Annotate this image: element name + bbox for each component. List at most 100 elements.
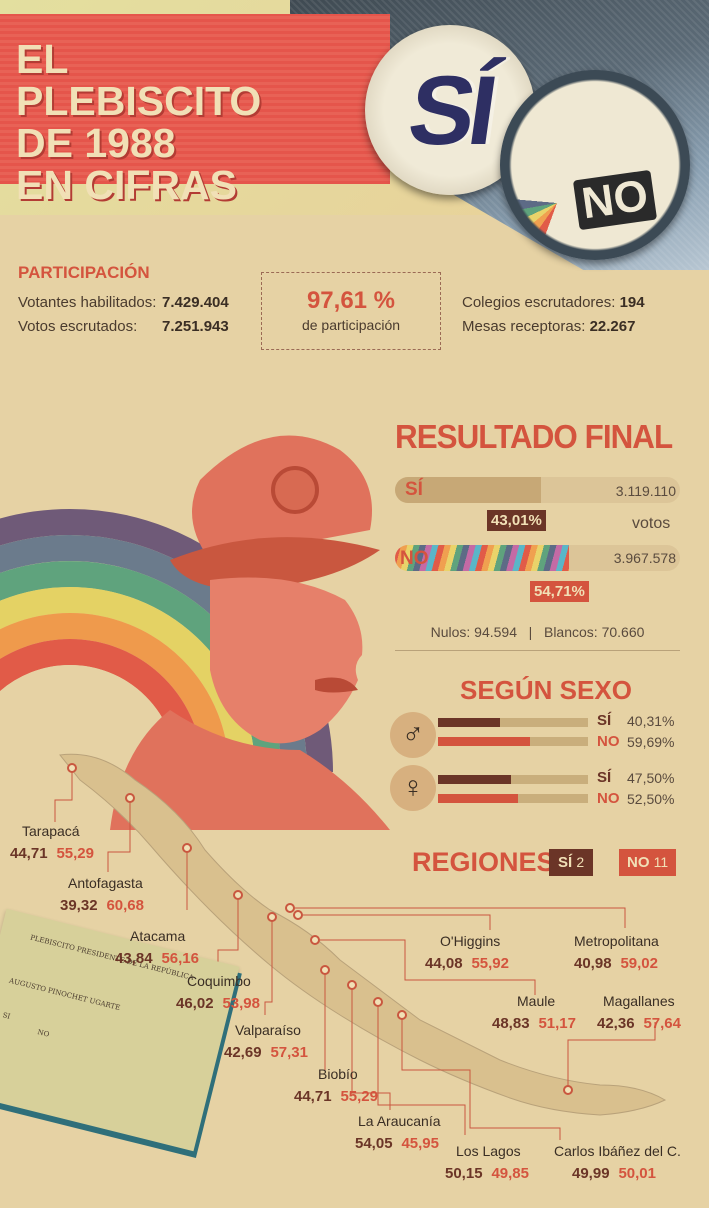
region-no-araucania: 45,95 <box>401 1135 439 1152</box>
region-si-tarapaca: 44,71 <box>10 845 48 862</box>
female-no-fill <box>438 794 518 803</box>
region-si-coquimbo: 46,02 <box>176 995 214 1012</box>
cap-visor <box>170 537 380 590</box>
uniform <box>110 710 390 830</box>
region-si-biobio: 44,71 <box>294 1088 332 1105</box>
votos-value: 7.251.943 <box>162 318 229 335</box>
blancos-value: 70.660 <box>601 624 645 640</box>
region-si-antofagasta: 39,32 <box>60 897 98 914</box>
region-values-metropolitana: 40,98 59,02 <box>574 955 658 973</box>
marker-valparaiso <box>267 912 277 922</box>
regions-no-label: NO <box>627 854 650 871</box>
female-si-percent: 47,50% <box>627 770 675 786</box>
regions-no-tag: NO 11 <box>619 849 677 876</box>
region-no-antofagasta: 60,68 <box>106 897 144 914</box>
region-name-araucania: La Araucanía <box>358 1113 441 1129</box>
title-line-3: EN CIFRAS <box>16 162 237 208</box>
marker-loslagos <box>373 997 383 1007</box>
male-si-track <box>438 718 588 727</box>
region-si-metropolitana: 40,98 <box>574 955 612 972</box>
male-si-fill <box>438 718 500 727</box>
regions-si-tag: SÍ 2 <box>549 849 594 876</box>
region-values-loslagos: 50,15 49,85 <box>445 1165 529 1183</box>
no-percent-tag: 54,71% <box>530 581 589 602</box>
no-bar-fill <box>395 545 569 571</box>
portrait-illustration <box>110 435 390 830</box>
region-values-magallanes: 42,36 57,64 <box>597 1015 681 1033</box>
region-values-coquimbo: 46,02 53,98 <box>176 995 260 1013</box>
female-no-percent: 52,50% <box>627 791 675 807</box>
leader-lines <box>54 768 656 1140</box>
leader-loslagos <box>377 1002 466 1135</box>
region-si-araucania: 54,05 <box>355 1135 393 1152</box>
leader-araucania <box>351 985 391 1110</box>
si-percent-tag: 43,01% <box>487 510 546 531</box>
region-values-tarapaca: 44,71 55,29 <box>10 845 94 863</box>
votantes-label: Votantes habilitados: <box>18 294 157 311</box>
region-name-metropolitana: Metropolitana <box>574 933 659 949</box>
regions-si-count: 2 <box>576 854 585 870</box>
female-no-label: NO <box>597 790 620 807</box>
region-values-atacama: 43,84 56,16 <box>115 950 199 968</box>
region-no-magallanes: 57,64 <box>643 1015 681 1032</box>
participation-box: 97,61 % de participación <box>261 272 441 350</box>
region-no-atacama: 56,16 <box>161 950 199 967</box>
region-no-coquimbo: 53,98 <box>222 995 260 1012</box>
votes-unit-label: votos <box>632 515 671 532</box>
male-icon: ♂ <box>390 712 436 758</box>
marker-maule <box>310 935 320 945</box>
marker-antofagasta <box>125 793 135 803</box>
votos-label: Votos escrutados: <box>18 318 138 335</box>
region-no-valparaiso: 57,31 <box>270 1044 308 1061</box>
region-no-loslagos: 49,85 <box>491 1165 529 1182</box>
leader-valparaiso <box>264 917 273 1015</box>
marker-tarapaca <box>67 763 77 773</box>
region-no-tarapaca: 55,29 <box>56 845 94 862</box>
nulos-value: 94.594 <box>474 624 517 640</box>
result-title: RESULTADO FINAL <box>395 418 673 455</box>
region-values-maule: 48,83 51,17 <box>492 1015 576 1033</box>
marker-metropolitana <box>285 903 295 913</box>
region-si-maule: 48,83 <box>492 1015 530 1032</box>
marker-atacama <box>182 843 192 853</box>
region-no-biobio: 55,29 <box>340 1088 378 1105</box>
marker-coquimbo <box>233 890 243 900</box>
leader-tarapaca <box>54 768 73 822</box>
ballot-si: SI <box>1 1011 12 1021</box>
chile-silhouette <box>59 753 667 1116</box>
region-values-valparaiso: 42,69 57,31 <box>224 1044 308 1062</box>
male-no-percent: 59,69% <box>627 734 675 750</box>
colegios-row: Colegios escrutadores: 194 <box>462 294 645 311</box>
region-name-tarapaca: Tarapacá <box>22 823 80 839</box>
marker-magallanes <box>563 1085 573 1095</box>
region-name-biobio: Biobío <box>318 1066 358 1082</box>
region-no-maule: 51,17 <box>538 1015 576 1032</box>
region-no-ohiggins: 55,92 <box>471 955 509 972</box>
region-name-coquimbo: Coquimbo <box>187 973 251 989</box>
region-si-magallanes: 42,36 <box>597 1015 635 1032</box>
female-icon: ♀ <box>390 765 436 811</box>
marker-araucania <box>347 980 357 990</box>
si-badge-text: SÍ <box>402 54 499 165</box>
no-badge: NO <box>500 70 690 260</box>
region-values-antofagasta: 39,32 60,68 <box>60 897 144 915</box>
region-name-magallanes: Magallanes <box>603 993 675 1009</box>
female-si-fill <box>438 775 511 784</box>
title-banner <box>0 14 390 184</box>
participation-percent: 97,61 % <box>306 287 396 314</box>
female-si-label: SÍ <box>597 769 612 786</box>
region-no-metropolitana: 59,02 <box>620 955 658 972</box>
region-name-ohiggins: O'Higgins <box>440 933 501 949</box>
region-values-carlosibanez: 49,99 50,01 <box>572 1165 656 1183</box>
title-line-1: EL PLEBISCITO <box>16 36 262 124</box>
leader-ohiggins <box>298 914 491 930</box>
region-name-valparaiso: Valparaíso <box>235 1022 301 1038</box>
section-divider <box>395 650 680 651</box>
null-blank-line: Nulos: 94.594 | Blancos: 70.660 <box>395 624 680 640</box>
male-no-label: NO <box>597 733 620 750</box>
region-name-carlosibanez: Carlos Ibáñez del C. <box>554 1143 681 1159</box>
regions-si-label: SÍ <box>558 854 573 871</box>
female-symbol: ♀ <box>401 771 425 804</box>
participation-heading: PARTICIPACIÓN <box>18 263 150 282</box>
no-result-label: NO <box>400 548 429 569</box>
